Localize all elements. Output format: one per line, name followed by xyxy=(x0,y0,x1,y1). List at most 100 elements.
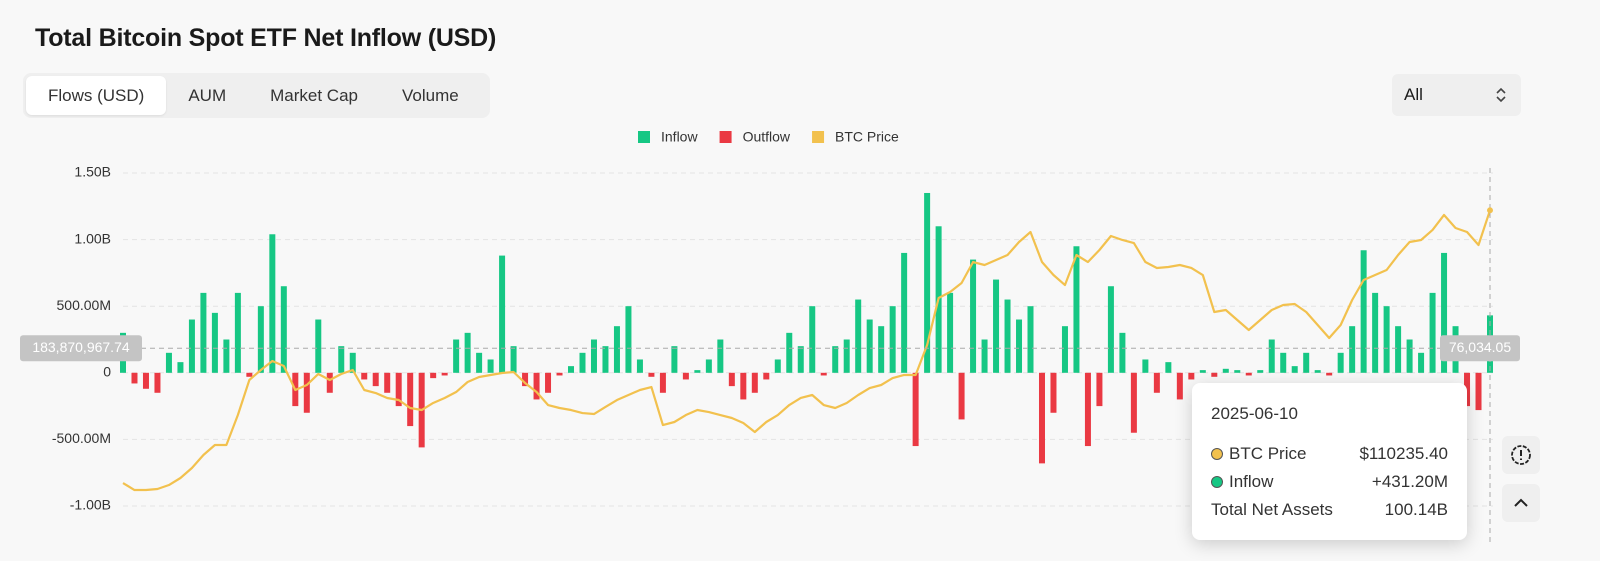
bar xyxy=(682,372,689,380)
bar xyxy=(1222,368,1229,373)
bar xyxy=(1038,372,1045,464)
bar xyxy=(545,372,552,393)
crosshair-label-box xyxy=(1440,335,1520,362)
bar xyxy=(1153,372,1160,393)
bar xyxy=(717,339,724,373)
bar xyxy=(1050,372,1057,413)
bar xyxy=(1429,292,1436,373)
bar xyxy=(590,339,597,373)
bar xyxy=(499,255,506,373)
bar xyxy=(407,372,414,427)
bar xyxy=(751,372,758,393)
range-select[interactable]: All xyxy=(1392,74,1521,116)
bar xyxy=(395,372,402,407)
bar xyxy=(188,319,195,373)
bar xyxy=(568,366,575,373)
bar xyxy=(671,346,678,373)
bar xyxy=(1441,252,1448,373)
bar xyxy=(602,346,609,373)
bar xyxy=(924,192,931,373)
bar xyxy=(912,372,919,447)
bar xyxy=(1291,366,1298,373)
bar xyxy=(269,234,276,373)
bar xyxy=(1337,352,1344,373)
scroll-top-button[interactable] xyxy=(1502,484,1540,522)
bar xyxy=(1188,372,1195,380)
bar xyxy=(1061,326,1068,373)
bar xyxy=(1199,370,1206,373)
bar xyxy=(246,372,253,377)
tooltip-value: 100.14B xyxy=(1384,500,1448,519)
bar xyxy=(1245,372,1252,376)
price-line xyxy=(122,209,1492,492)
bar xyxy=(579,352,586,373)
bar xyxy=(453,339,460,373)
bar xyxy=(659,372,666,393)
bar xyxy=(177,362,184,373)
tooltip-label: BTC Price xyxy=(1229,444,1307,463)
tooltip-value: +431.20M xyxy=(1371,472,1448,491)
tooltip-dot xyxy=(1211,476,1223,488)
bar xyxy=(430,372,437,379)
bar xyxy=(1176,372,1183,400)
y-tick-label: -500.00M xyxy=(52,430,111,446)
bar xyxy=(257,306,264,373)
y-tick-label: 1.00B xyxy=(74,230,111,246)
y-tick-label: -1.00B xyxy=(70,497,111,513)
bar xyxy=(165,352,172,373)
bar xyxy=(533,372,540,400)
icon xyxy=(1514,498,1528,507)
bar xyxy=(1326,372,1333,376)
bar xyxy=(464,332,471,373)
bar xyxy=(142,372,149,389)
alert-button[interactable] xyxy=(1502,436,1540,474)
bar xyxy=(774,359,781,373)
tab-group: Flows (USD) AUM Market Cap Volume xyxy=(23,73,490,118)
bar xyxy=(843,339,850,373)
bar xyxy=(441,372,448,376)
hover-point xyxy=(1487,207,1493,214)
bar xyxy=(223,339,230,373)
icon xyxy=(1511,445,1531,465)
tooltip-dot xyxy=(1211,448,1223,460)
bar xyxy=(1406,339,1413,373)
tooltip-label: Total Net Assets xyxy=(1211,500,1333,519)
bar xyxy=(315,319,322,373)
tab[interactable]: AUM xyxy=(188,86,227,105)
tab[interactable]: Volume xyxy=(402,86,459,105)
bar xyxy=(947,292,954,373)
legend-label: Outflow xyxy=(743,129,791,145)
bar xyxy=(1383,306,1390,373)
bar xyxy=(1268,339,1275,373)
bar xyxy=(1211,372,1218,377)
bar xyxy=(636,359,643,373)
bar xyxy=(384,372,391,393)
bar xyxy=(1016,319,1023,373)
bar xyxy=(705,359,712,373)
bar xyxy=(1372,292,1379,373)
bar xyxy=(1395,326,1402,373)
y-tick-label: 500.00M xyxy=(57,297,111,313)
tooltip-value: $110235.40 xyxy=(1359,444,1448,463)
bar xyxy=(797,346,804,373)
bar xyxy=(131,372,138,384)
tab[interactable]: Flows (USD) xyxy=(26,76,167,115)
bar xyxy=(361,372,368,380)
bar xyxy=(1464,372,1471,407)
bar xyxy=(1084,372,1091,447)
legend-label: Inflow xyxy=(661,129,698,145)
bar xyxy=(1165,362,1172,373)
tab[interactable]: Market Cap xyxy=(270,86,358,105)
bar xyxy=(510,346,517,373)
bar xyxy=(981,339,988,373)
legend-swatch xyxy=(719,131,732,143)
select-arrows xyxy=(1496,87,1506,103)
bar xyxy=(326,372,333,393)
tooltip: 2025-06-10 BTC Price $110235.40 Inflow +43… xyxy=(1192,383,1467,540)
bar xyxy=(1280,352,1287,373)
bar xyxy=(522,372,529,387)
tooltip-date: 2025-06-10 xyxy=(1211,404,1298,423)
bar xyxy=(1234,370,1241,373)
